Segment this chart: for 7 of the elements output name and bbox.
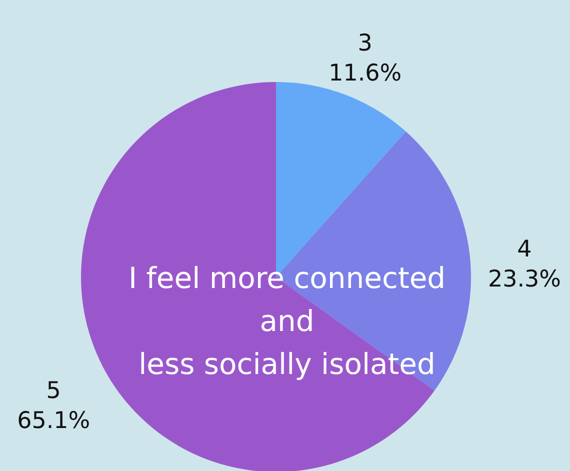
slice-label: 5 (46, 378, 61, 404)
slice-label: 4 (517, 236, 532, 263)
data-label: 23.3% (488, 266, 562, 293)
text: I feel more connected and less socially isolated (128, 261, 446, 381)
slice-label: 3 (358, 30, 372, 56)
data-label: 65.1% (17, 408, 90, 434)
data-label: 11.6% (328, 60, 402, 86)
